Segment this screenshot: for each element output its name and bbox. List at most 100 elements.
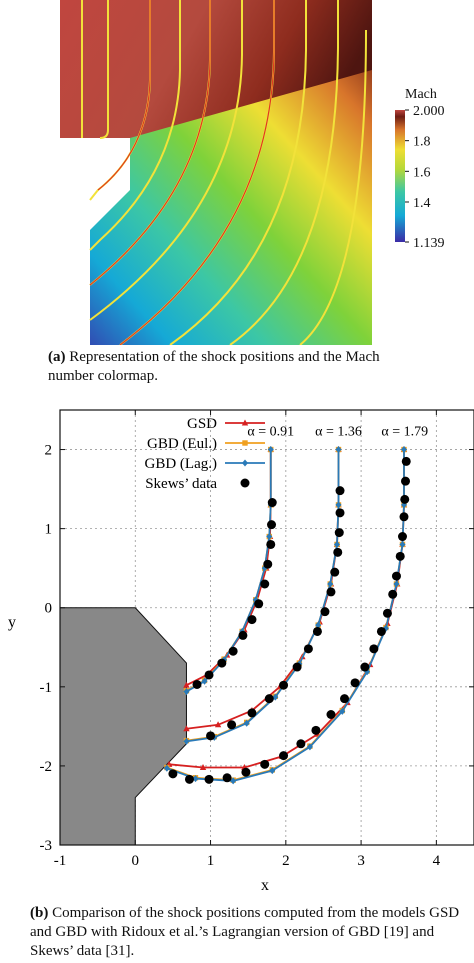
colorbar-tick-label: 1.139 bbox=[413, 236, 445, 251]
series-point bbox=[201, 677, 208, 685]
caption-a: (a) Representation of the shock position… bbox=[48, 348, 428, 386]
data-point bbox=[192, 679, 202, 689]
data-point bbox=[266, 539, 276, 549]
series-1 bbox=[164, 446, 407, 783]
y-tick-label: 2 bbox=[45, 443, 53, 459]
caption-a-text: Representation of the shock positions an… bbox=[48, 349, 380, 384]
x-tick-label: 4 bbox=[433, 853, 441, 869]
legend-label: GBD (Lag.) bbox=[145, 456, 217, 472]
data-point bbox=[340, 694, 350, 704]
data-point bbox=[296, 739, 306, 749]
data-point bbox=[260, 579, 270, 589]
colorbar-tick-label: 2.000 bbox=[413, 104, 445, 119]
series-point bbox=[306, 743, 313, 751]
y-tick-label: 0 bbox=[45, 601, 53, 617]
series-line bbox=[186, 449, 340, 742]
series-point bbox=[315, 621, 322, 629]
data-point bbox=[168, 769, 178, 779]
series-point bbox=[334, 540, 341, 548]
caption-b-label: (b) bbox=[30, 905, 49, 921]
data-point bbox=[264, 694, 274, 704]
data-point bbox=[333, 547, 343, 557]
data-point bbox=[227, 720, 237, 730]
y-tick-label: -3 bbox=[40, 838, 53, 854]
series-line bbox=[186, 449, 340, 743]
data-point bbox=[326, 587, 336, 597]
x-tick-label: 2 bbox=[282, 853, 290, 869]
caption-b-text: Comparison of the shock positions comput… bbox=[30, 905, 460, 959]
series-point bbox=[399, 540, 406, 548]
colorbar-tick-label: 1.4 bbox=[413, 196, 431, 211]
data-point bbox=[312, 626, 322, 636]
y-axis-label: y bbox=[8, 614, 16, 631]
obstacle-body bbox=[59, 607, 187, 846]
series-point bbox=[267, 446, 274, 454]
series-point bbox=[269, 767, 276, 775]
y-tick-label: -1 bbox=[40, 680, 53, 696]
shock-position-chart: -1 0 1 2 3 4 -3 -2 -1 0 1 2 α = 0.91 α = 1.36 α = 1.7… bbox=[8, 409, 474, 894]
data-point bbox=[254, 599, 264, 609]
data-point bbox=[330, 567, 340, 577]
series-point bbox=[214, 721, 222, 728]
series-point bbox=[364, 668, 371, 676]
x-tick-label: -1 bbox=[54, 853, 67, 869]
data-point bbox=[335, 486, 345, 496]
plot-frame bbox=[59, 409, 474, 846]
x-tick-label: 0 bbox=[132, 853, 140, 869]
series-point bbox=[327, 580, 334, 588]
data-point bbox=[388, 589, 398, 599]
data-point bbox=[267, 520, 277, 530]
caption-b: (b) Comparison of the shock positions co… bbox=[30, 904, 470, 961]
data-point bbox=[184, 774, 194, 784]
data-point bbox=[260, 759, 270, 769]
data-point bbox=[247, 615, 257, 625]
data-point bbox=[401, 476, 411, 486]
legend-marker bbox=[240, 478, 250, 488]
data-point bbox=[335, 508, 345, 518]
data-point bbox=[399, 512, 409, 522]
data-point bbox=[204, 774, 214, 784]
colorbar-title: Mach bbox=[405, 87, 437, 102]
data-point bbox=[391, 571, 401, 581]
series-point bbox=[163, 764, 170, 772]
alpha-annotation: α = 1.36 bbox=[315, 424, 362, 439]
series-point bbox=[400, 446, 407, 454]
x-axis-label: x bbox=[261, 877, 269, 894]
legend-marker bbox=[242, 459, 248, 467]
data-point bbox=[369, 644, 379, 654]
data-point bbox=[238, 630, 248, 640]
data-point bbox=[267, 498, 277, 508]
x-tick-label: 3 bbox=[357, 853, 365, 869]
shock-lines-red bbox=[89, 0, 275, 345]
data-point bbox=[228, 646, 238, 656]
legend-marker bbox=[241, 419, 249, 426]
legend-label: GBD (Eul.) bbox=[147, 436, 217, 452]
data-point bbox=[292, 662, 302, 672]
x-tick-label: 1 bbox=[207, 853, 215, 869]
data-point bbox=[222, 773, 232, 783]
data-point bbox=[204, 670, 214, 680]
colorbar-tick-label: 1.6 bbox=[413, 165, 431, 180]
data-point bbox=[241, 767, 251, 777]
data-point bbox=[397, 532, 407, 542]
series-point bbox=[339, 707, 346, 715]
data-point bbox=[326, 710, 336, 719]
mach-colormap-figure bbox=[60, 0, 372, 345]
series-point bbox=[230, 777, 237, 785]
data-point bbox=[279, 680, 289, 690]
caption-a-label: (a) bbox=[48, 349, 66, 365]
y-tick-label: -2 bbox=[40, 759, 53, 775]
legend-marker bbox=[242, 440, 248, 446]
series-point bbox=[266, 533, 273, 541]
data-point bbox=[382, 608, 392, 618]
series-point bbox=[335, 446, 342, 454]
series-point bbox=[335, 501, 342, 509]
data-point bbox=[263, 559, 273, 569]
data-point bbox=[376, 626, 386, 636]
data-point bbox=[311, 725, 321, 735]
data-point bbox=[334, 528, 344, 538]
data-point bbox=[206, 731, 216, 741]
data-point bbox=[279, 751, 289, 761]
series-point bbox=[192, 775, 199, 783]
legend-label: GSD bbox=[187, 416, 217, 432]
